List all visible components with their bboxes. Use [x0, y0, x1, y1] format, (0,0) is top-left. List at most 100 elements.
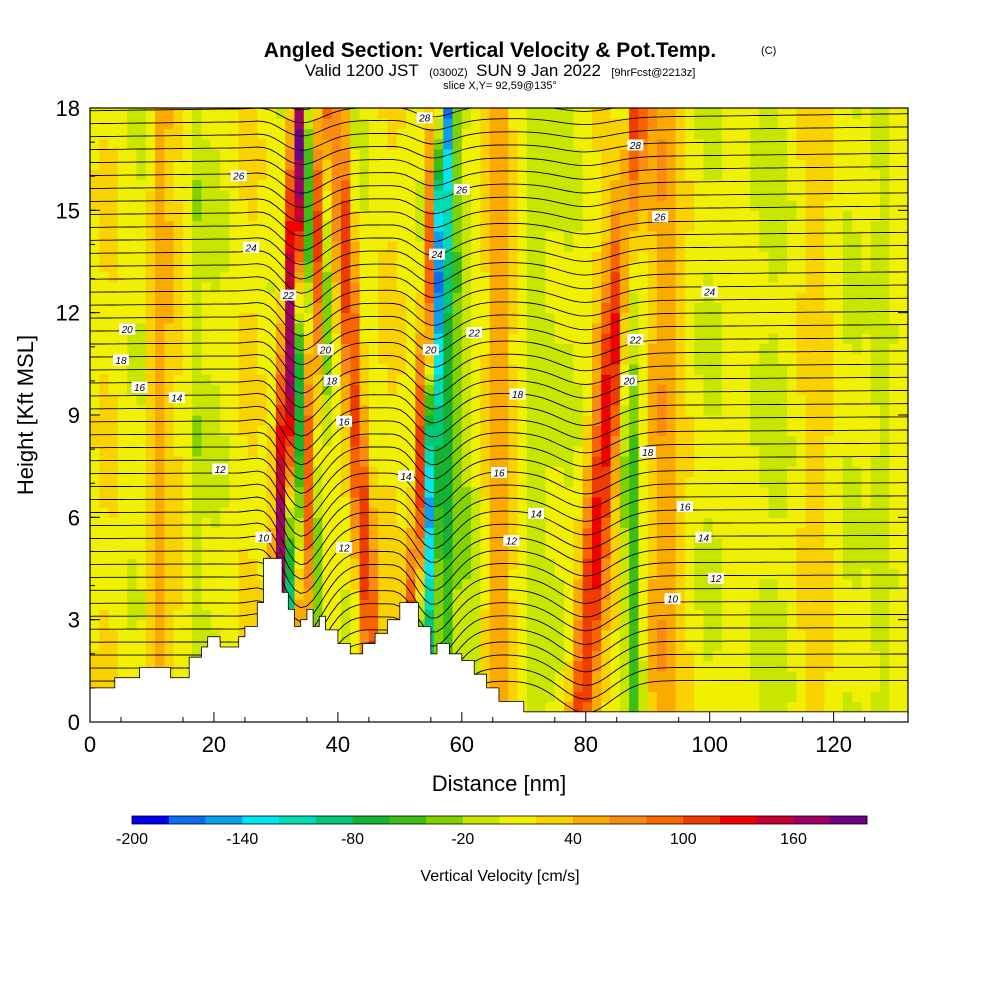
velocity-cell — [90, 578, 100, 590]
velocity-cell — [712, 455, 723, 467]
velocity-cell — [582, 578, 593, 590]
velocity-cell — [573, 333, 584, 344]
velocity-cell — [731, 670, 742, 682]
velocity-cell — [833, 455, 844, 467]
velocity-cell — [248, 415, 258, 426]
velocity-cell — [722, 343, 732, 355]
velocity-cell — [443, 517, 454, 529]
velocity-cell — [749, 374, 760, 385]
velocity-cell — [545, 527, 556, 539]
velocity-cell — [248, 363, 258, 375]
velocity-cell — [303, 118, 314, 130]
velocity-cell — [601, 148, 612, 160]
velocity-cell — [396, 189, 407, 201]
velocity-cell — [759, 220, 770, 232]
velocity-cell — [155, 159, 165, 170]
velocity-cell — [526, 599, 537, 611]
velocity-cell — [257, 445, 268, 457]
velocity-cell — [842, 507, 853, 518]
velocity-cell — [387, 415, 398, 426]
velocity-cell — [629, 578, 640, 590]
velocity-cell — [452, 353, 463, 365]
velocity-cell — [415, 537, 426, 549]
velocity-cell — [359, 599, 370, 611]
velocity-cell — [127, 220, 138, 232]
velocity-cell — [601, 681, 612, 692]
velocity-cell — [387, 404, 398, 416]
velocity-cell — [712, 507, 723, 518]
velocity-cell — [182, 476, 193, 488]
velocity-cell — [601, 476, 612, 488]
velocity-cell — [536, 333, 547, 344]
velocity-cell — [759, 302, 770, 314]
velocity-cell — [768, 496, 779, 508]
velocity-cell — [182, 578, 193, 590]
velocity-cell — [424, 507, 435, 518]
velocity-cell — [127, 588, 138, 600]
velocity-cell — [396, 251, 407, 263]
velocity-cell — [117, 220, 128, 232]
velocity-cell — [136, 394, 147, 406]
velocity-cell — [591, 640, 602, 651]
velocity-cell — [712, 118, 723, 130]
velocity-cell — [173, 578, 184, 590]
velocity-cell — [554, 322, 565, 334]
velocity-cell — [610, 138, 621, 150]
velocity-cell — [331, 394, 342, 406]
velocity-cell — [657, 322, 667, 334]
velocity-cell — [201, 353, 212, 365]
velocity-cell — [684, 691, 695, 703]
velocity-cell — [182, 200, 193, 211]
velocity-cell — [833, 568, 844, 580]
velocity-cell — [210, 619, 221, 631]
velocity-cell — [591, 681, 602, 692]
velocity-cell — [415, 476, 426, 488]
velocity-cell — [842, 322, 853, 334]
velocity-cell — [201, 435, 212, 447]
velocity-cell — [387, 251, 398, 263]
velocity-cell — [601, 200, 612, 211]
velocity-cell — [182, 322, 193, 334]
velocity-cell — [740, 445, 751, 457]
velocity-cell — [842, 128, 853, 140]
velocity-cell — [526, 425, 537, 437]
velocity-cell — [499, 189, 509, 201]
velocity-cell — [313, 302, 323, 314]
velocity-cell — [452, 558, 463, 570]
velocity-cell — [359, 138, 370, 150]
velocity-cell — [452, 138, 463, 150]
velocity-cell — [275, 404, 286, 416]
velocity-cell — [257, 179, 268, 191]
velocity-cell — [424, 220, 435, 232]
velocity-cell — [554, 537, 565, 549]
velocity-cell — [629, 128, 640, 140]
velocity-cell — [545, 455, 556, 467]
velocity-cell — [508, 466, 519, 477]
velocity-cell — [285, 230, 296, 242]
velocity-cell — [703, 588, 714, 600]
velocity-cell — [703, 128, 714, 140]
velocity-cell — [229, 261, 240, 273]
velocity-cell — [591, 701, 602, 713]
velocity-cell — [424, 271, 435, 283]
velocity-cell — [285, 322, 296, 334]
velocity-cell — [117, 374, 128, 385]
velocity-cell — [712, 435, 723, 447]
velocity-cell — [350, 138, 361, 150]
velocity-cell — [805, 445, 816, 457]
velocity-cell — [517, 691, 528, 703]
velocity-cell — [90, 281, 100, 293]
velocity-cell — [777, 189, 788, 201]
velocity-cell — [331, 241, 342, 252]
velocity-cell — [303, 486, 314, 498]
velocity-cell — [117, 281, 128, 293]
velocity-cell — [117, 128, 128, 140]
velocity-cell — [108, 343, 119, 355]
velocity-cell — [647, 292, 658, 304]
velocity-cell — [136, 404, 147, 416]
velocity-cell — [638, 670, 649, 682]
velocity-cell — [313, 312, 323, 324]
velocity-cell — [99, 548, 110, 559]
velocity-cell — [601, 619, 612, 631]
velocity-cell — [703, 394, 714, 406]
